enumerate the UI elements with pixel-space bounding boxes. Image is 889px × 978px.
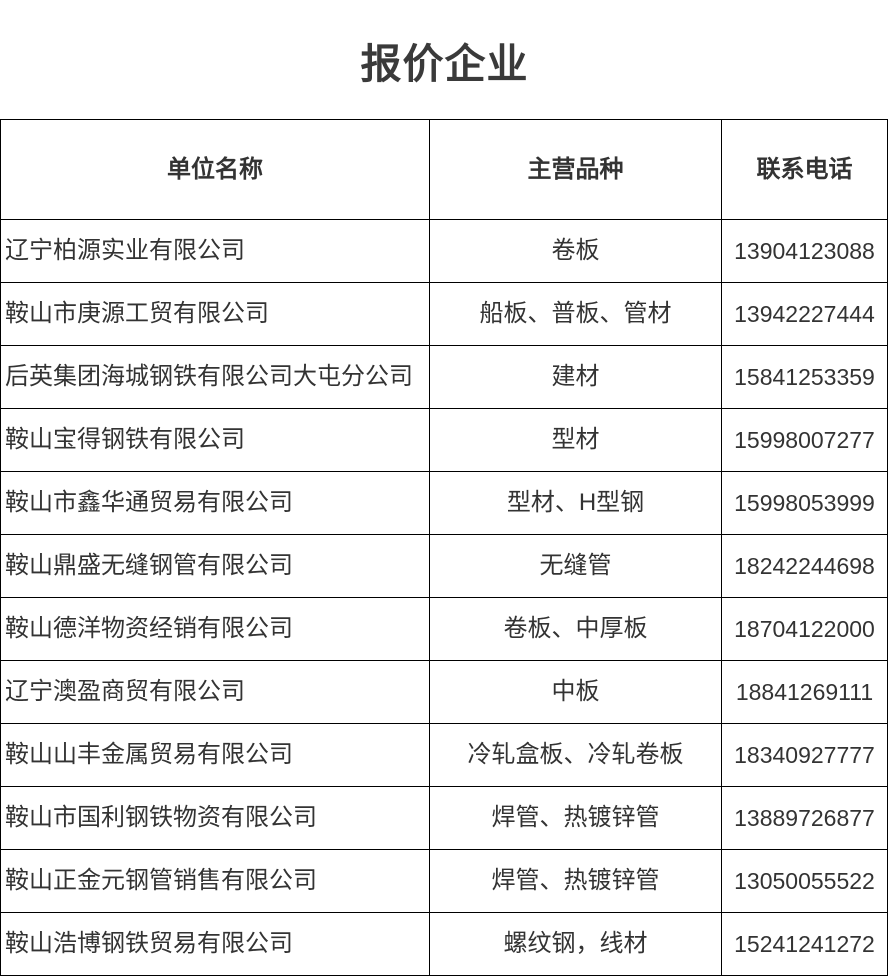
- products-cell: 建材: [430, 346, 722, 409]
- products-cell: 中板: [430, 661, 722, 724]
- phone-cell: 18704122000: [722, 598, 888, 661]
- company-cell: 后英集团海城钢铁有限公司大屯分公司: [1, 346, 430, 409]
- phone-cell: 18242244698: [722, 535, 888, 598]
- company-cell: 辽宁柏源实业有限公司: [1, 220, 430, 283]
- products-cell: 螺纹钢，线材: [430, 913, 722, 976]
- phone-cell: 13942227444: [722, 283, 888, 346]
- phone-cell: 15841253359: [722, 346, 888, 409]
- company-cell: 鞍山宝得钢铁有限公司: [1, 409, 430, 472]
- company-cell: 鞍山浩博钢铁贸易有限公司: [1, 913, 430, 976]
- products-cell: 船板、普板、管材: [430, 283, 722, 346]
- company-cell: 鞍山市鑫华通贸易有限公司: [1, 472, 430, 535]
- phone-cell: 15998053999: [722, 472, 888, 535]
- company-cell: 辽宁澳盈商贸有限公司: [1, 661, 430, 724]
- company-cell: 鞍山山丰金属贸易有限公司: [1, 724, 430, 787]
- products-cell: 型材、H型钢: [430, 472, 722, 535]
- phone-cell: 13050055522: [722, 850, 888, 913]
- quote-table: 单位名称 主营品种 联系电话 辽宁柏源实业有限公司 卷板 13904123088…: [0, 119, 888, 976]
- products-cell: 焊管、热镀锌管: [430, 787, 722, 850]
- phone-cell: 18340927777: [722, 724, 888, 787]
- company-cell: 鞍山市国利钢铁物资有限公司: [1, 787, 430, 850]
- phone-cell: 15241241272: [722, 913, 888, 976]
- page-title: 报价企业: [360, 40, 529, 87]
- phone-cell: 13889726877: [722, 787, 888, 850]
- column-header-phone: 联系电话: [722, 120, 888, 220]
- column-header-products: 主营品种: [430, 120, 722, 220]
- company-cell: 鞍山鼎盛无缝钢管有限公司: [1, 535, 430, 598]
- company-cell: 鞍山德洋物资经销有限公司: [1, 598, 430, 661]
- products-cell: 焊管、热镀锌管: [430, 850, 722, 913]
- products-cell: 冷轧盒板、冷轧卷板: [430, 724, 722, 787]
- products-cell: 卷板: [430, 220, 722, 283]
- company-cell: 鞍山市庚源工贸有限公司: [1, 283, 430, 346]
- title-area: 报价企业: [0, 0, 889, 119]
- products-cell: 无缝管: [430, 535, 722, 598]
- column-header-company: 单位名称: [1, 120, 430, 220]
- company-cell: 鞍山正金元钢管销售有限公司: [1, 850, 430, 913]
- products-cell: 卷板、中厚板: [430, 598, 722, 661]
- products-cell: 型材: [430, 409, 722, 472]
- phone-cell: 13904123088: [722, 220, 888, 283]
- phone-cell: 15998007277: [722, 409, 888, 472]
- phone-cell: 18841269111: [722, 661, 888, 724]
